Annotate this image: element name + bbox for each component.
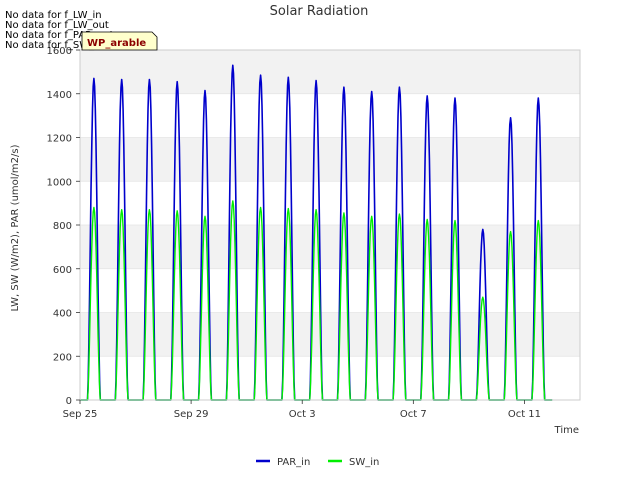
legend: PAR_in SW_in — [256, 457, 379, 468]
y-tick-label: 1600 — [47, 46, 72, 57]
badge-label: WP_arable — [87, 38, 146, 49]
legend-label-par-in: PAR_in — [277, 457, 310, 468]
y-axis-ticks: 0 200 400 600 800 1000 1200 1400 1600 — [47, 46, 80, 407]
x-tick-label: Oct 7 — [400, 409, 427, 420]
y-tick-label: 1200 — [47, 134, 72, 145]
series-layer — [80, 64, 553, 401]
x-tick-label: Sep 25 — [63, 409, 98, 420]
no-data-message: No data for f_LW_out — [5, 20, 109, 31]
y-tick-label: 200 — [53, 352, 72, 363]
x-tick-label: Oct 3 — [289, 409, 316, 420]
y-tick-label: 400 — [53, 309, 72, 320]
grid-band — [80, 50, 580, 94]
grid-band — [80, 312, 580, 357]
y-tick-label: 600 — [53, 265, 72, 276]
legend-label-sw-in: SW_in — [349, 457, 379, 468]
series-line-sw-in — [80, 200, 553, 401]
x-tick-label: Sep 29 — [174, 409, 209, 420]
grid-band — [80, 225, 580, 269]
x-axis-label: Time — [554, 425, 579, 436]
chart-title: Solar Radiation — [270, 4, 369, 19]
y-tick-label: 1000 — [47, 177, 72, 188]
x-axis-ticks: Sep 25 Sep 29 Oct 3 Oct 7 Oct 11 — [63, 400, 541, 420]
no-data-message: No data for f_LW_in — [5, 10, 102, 21]
grid-band — [80, 137, 580, 182]
x-tick-label: Oct 11 — [508, 409, 541, 420]
y-tick-label: 1400 — [47, 90, 72, 101]
y-tick-label: 0 — [66, 396, 72, 407]
no-data-message: No data for f_SW_out — [5, 40, 111, 51]
no-data-message: No data for f_PAR_out — [5, 30, 114, 41]
no-data-messages: No data for f_LW_in No data for f_LW_out… — [5, 10, 114, 51]
badge-box — [81, 31, 158, 51]
y-axis-label: LW, SW (W/m2), PAR (umol/m2/s) — [10, 144, 21, 311]
site-badge: WP_arable — [81, 31, 158, 51]
y-tick-label: 800 — [53, 221, 72, 232]
